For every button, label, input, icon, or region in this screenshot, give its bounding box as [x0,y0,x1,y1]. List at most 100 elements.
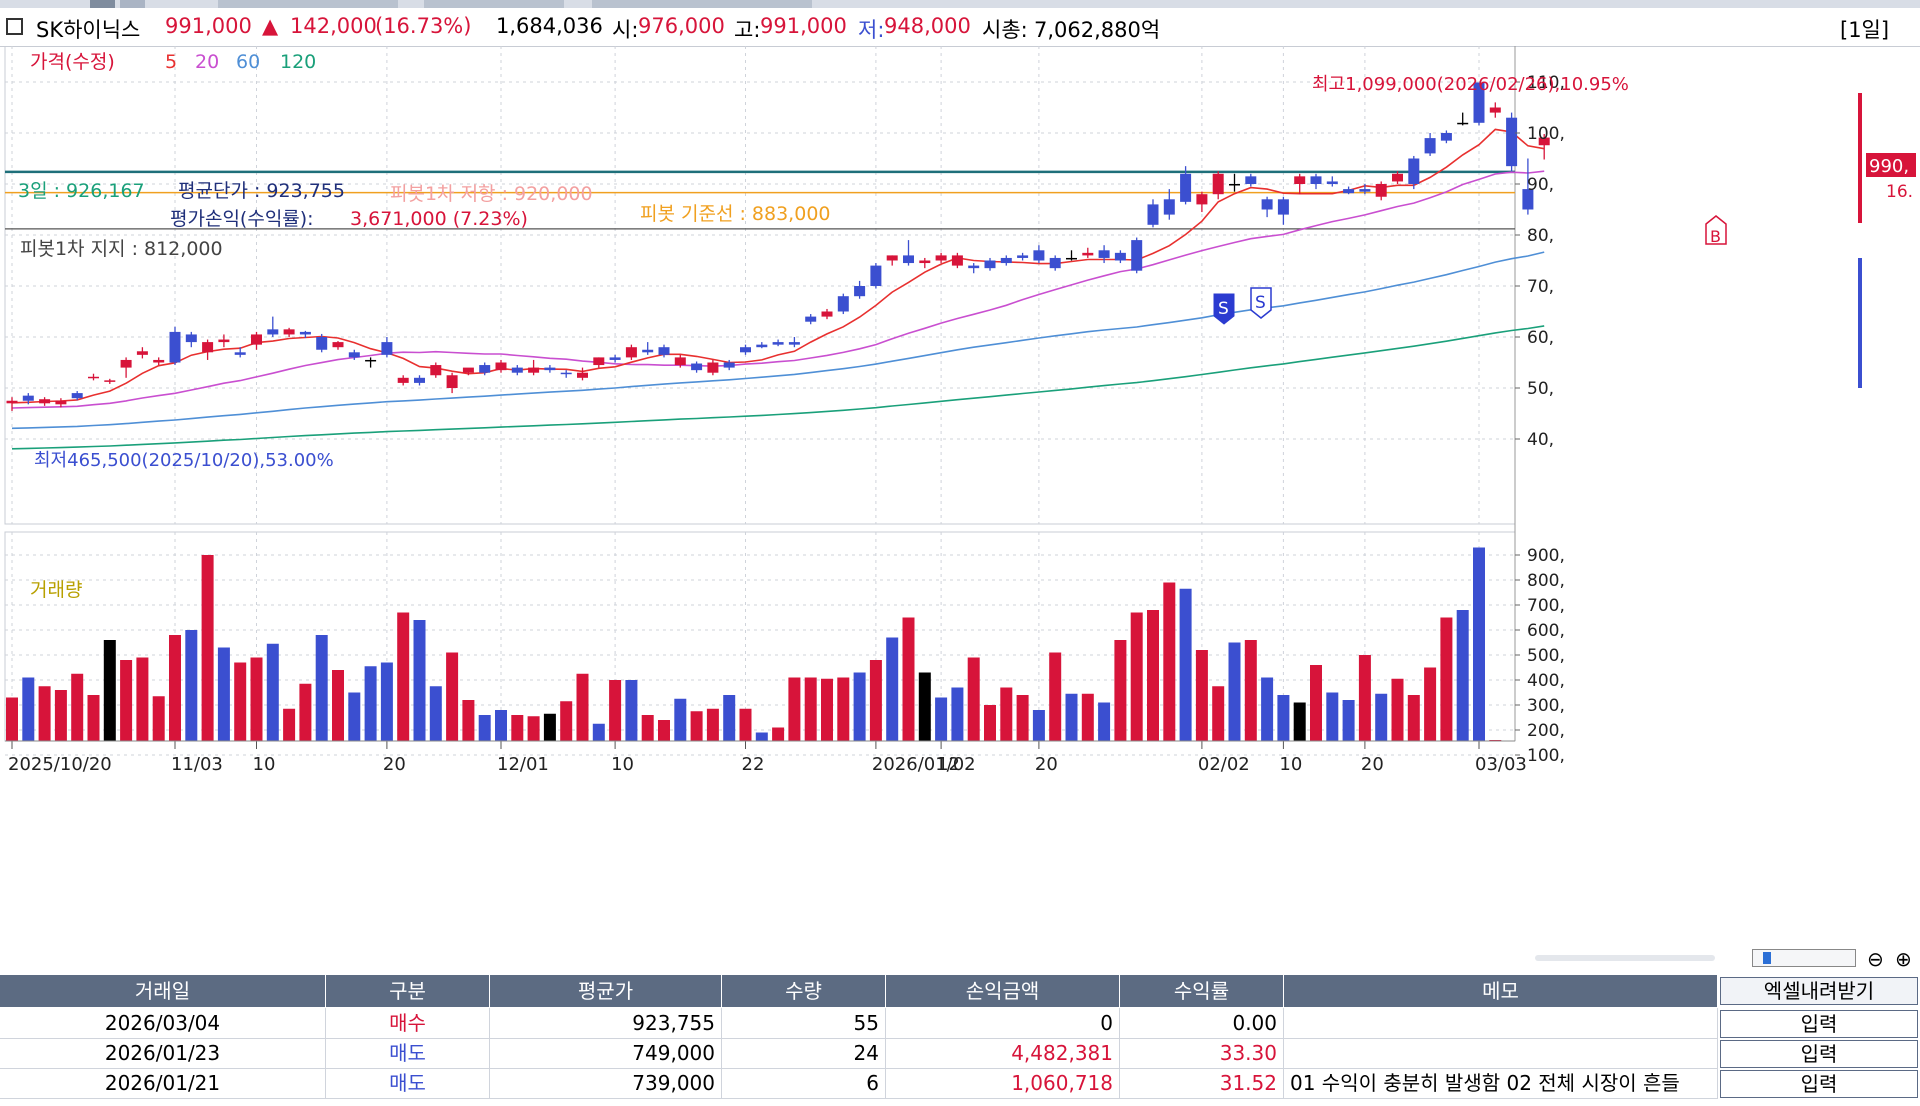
volume-bar [87,695,100,741]
date-tick-label: 20 [1361,754,1384,775]
volume-bar [1065,693,1078,741]
volume-bar [967,657,980,741]
col-header-date[interactable]: 거래일 [0,975,326,1007]
col-header-ret[interactable]: 수익률 [1120,975,1284,1007]
price-volume-chart[interactable]: 110, 100, 90, 80, 70, 60, 50, 40, 900, 800, 700, 60… [0,45,1920,944]
col-header-type[interactable]: 구분 [326,975,490,1007]
candle-body [462,367,474,373]
cell-qty: 24 [722,1038,886,1068]
cell-memo[interactable] [1284,1038,1718,1068]
candle-body [886,255,898,261]
volume-bar [1195,650,1208,741]
candle-body [1294,176,1306,184]
excel-download-button[interactable]: 엑셀내려받기 [1720,977,1918,1005]
candle-body [1082,252,1094,256]
price-tick-label: 80, [1527,226,1554,246]
volume-bar [1375,693,1388,741]
legend-volume-title: 거래량 [30,579,82,601]
col-header-pnl[interactable]: 손익금액 [886,975,1120,1007]
memo-input-button[interactable]: 입력 [1720,1070,1918,1098]
volume-bar [364,666,377,741]
horizontal-scroll[interactable] [1535,955,1715,961]
volume-bar [348,692,361,741]
candle-body [951,255,963,266]
stock-name[interactable]: SK하이닉스 [36,18,141,42]
candle-body [1538,137,1550,146]
volume-bar [935,697,948,741]
chart-area[interactable]: 110, 100, 90, 80, 70, 60, 50, 40, 900, 800, 700, 60… [0,45,1920,944]
cell-memo[interactable]: 01 수익이 충분히 발생함 02 전체 시장이 흔들 [1284,1068,1718,1098]
volume-bar [234,662,247,741]
col-header-qty[interactable]: 수량 [722,975,886,1007]
candle-body [1457,122,1469,125]
candle-body [903,255,914,264]
period-selector[interactable]: [1일] [1840,18,1890,42]
col-header-memo[interactable]: 메모 [1284,975,1718,1007]
volume-tick-label: 300, [1527,696,1565,716]
candle-body [723,362,735,368]
memo-input-button[interactable]: 입력 [1720,1010,1918,1038]
open-value: 976,000 [638,14,725,38]
cell-type: 매도 [326,1038,490,1068]
zoom-slider[interactable] [1752,949,1856,967]
volume-bar [478,715,491,741]
col-header-avg[interactable]: 평균가 [490,975,722,1007]
volume-bar [380,662,393,741]
zoom-in-icon[interactable]: ⊕ [1895,947,1912,971]
avg-cost-label: 평균단가 : 923,755 [178,180,345,202]
table-row[interactable]: 2026/03/04 매수 923,755 55 0 0.00 [0,1008,1718,1039]
volume-bar [690,711,703,741]
volume-tick-label: 600, [1527,621,1565,641]
candle-body [202,342,214,353]
candle-body [1098,250,1110,258]
sell-marker-2: S [1250,287,1272,319]
volume-bar [71,673,84,741]
volume-bar [1016,695,1029,741]
volume-bar [592,723,605,741]
toolbar-block[interactable] [90,0,115,8]
toolbar-block[interactable] [120,0,145,8]
table-row[interactable]: 2026/01/23 매도 749,000 24 4,482,381 33.30 [0,1038,1718,1069]
buy-marker-text: B [1710,227,1721,246]
date-tick-label: 2026/01/02 [872,754,976,775]
volume-bar [1032,710,1045,741]
zoom-slider-thumb[interactable] [1763,952,1771,964]
volume-bar [1440,617,1453,741]
candle-body [1066,257,1077,260]
cell-avg: 749,000 [490,1038,722,1068]
toolbar-field[interactable] [424,0,564,8]
volume-tick-label: 100, [1527,746,1565,766]
candle-body [821,311,833,317]
toolbar-field[interactable] [592,0,812,8]
volume-bar [543,713,556,741]
candle-body [1310,176,1322,184]
cell-ret: 31.52 [1120,1068,1284,1098]
cell-memo[interactable] [1284,1008,1718,1038]
candle-body [234,352,246,355]
select-checkbox[interactable] [6,18,23,35]
zoom-out-icon[interactable]: ⊖ [1867,947,1884,971]
volume-tick-label: 500, [1527,646,1565,666]
volume-bar [54,690,67,741]
volume-bar [299,683,312,741]
date-tick-label: 12 [937,754,960,775]
volume-bar [511,715,524,741]
candle-body [332,342,344,348]
toolbar-field[interactable] [218,0,398,8]
candle-body [1375,184,1387,197]
candle-body [39,399,51,404]
cell-date: 2026/03/04 [0,1008,326,1038]
table-row[interactable]: 2026/01/21 매도 739,000 6 1,060,718 31.52 … [0,1068,1718,1099]
date-tick-label: 22 [742,754,765,775]
volume-bar [706,708,719,741]
memo-input-button[interactable]: 입력 [1720,1040,1918,1068]
volume-bar [1228,642,1241,741]
current-price: 991,000 [165,14,252,38]
cell-pnl: 4,482,381 [886,1038,1120,1068]
candle-body [1245,176,1257,184]
volume-bar [185,630,198,741]
candle-body [544,367,556,371]
volume-bar [1163,582,1176,741]
volume-bar [1244,640,1257,741]
price-tick-label: 60, [1527,328,1554,348]
